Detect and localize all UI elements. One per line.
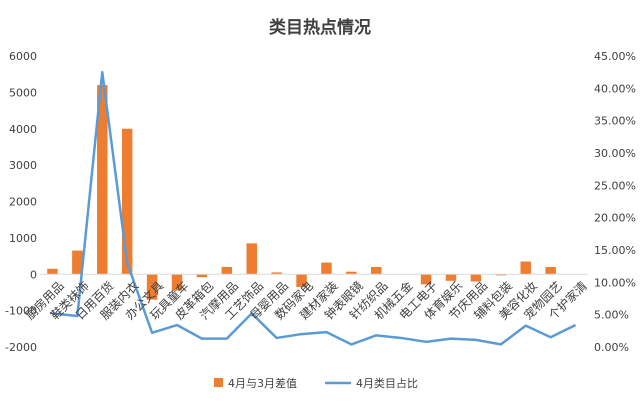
left-axis-ticks: -2000 -1000 0 1000 2000 3000 4000 5000 6000 (5, 50, 37, 354)
left-tick-label: 0 (30, 268, 37, 281)
category-labels: 厨房用品鞋类袜饰日用百货服装内衣办公文具玩具童车皮革箱包汽摩用品工艺饰品母婴用品… (22, 278, 590, 323)
right-axis-ticks: 0.00% 5.00% 10.00% 15.00% 20.00% 25.00% 30.00%… (594, 50, 636, 354)
right-tick-label: 20.00% (594, 212, 636, 225)
left-tick-label: 6000 (9, 50, 37, 63)
right-tick-label: 30.00% (594, 147, 636, 160)
bar (246, 243, 257, 275)
right-tick-label: 25.00% (594, 179, 636, 192)
bar (121, 128, 133, 275)
bar (445, 274, 457, 281)
bar-series (47, 85, 556, 300)
bar (321, 262, 332, 275)
bar (146, 274, 158, 300)
bar (371, 266, 382, 275)
bar (72, 250, 83, 275)
right-tick-label: 10.00% (594, 276, 636, 289)
bar (97, 85, 108, 275)
bar (346, 271, 357, 275)
left-tick-label: 1000 (9, 232, 37, 245)
bar (221, 266, 233, 275)
bar (47, 268, 58, 275)
right-tick-label: 0.00% (594, 341, 629, 354)
right-tick-label: 40.00% (594, 82, 636, 95)
line-series (52, 70, 577, 346)
left-tick-label: 2000 (9, 196, 37, 209)
bar (171, 274, 183, 291)
bar (296, 274, 307, 287)
left-tick-label: -2000 (5, 341, 37, 354)
bar (271, 272, 282, 275)
legend-label-bar: 4月与3月差值 (228, 376, 297, 390)
legend: 4月与3月差值 4月类目占比 (214, 376, 418, 390)
left-tick-label: -1000 (5, 305, 37, 318)
left-tick-label: 4000 (9, 123, 37, 136)
bar (420, 274, 432, 285)
bar (495, 274, 507, 276)
legend-label-line: 4月类目占比 (356, 376, 418, 390)
left-tick-label: 3000 (9, 159, 37, 172)
right-tick-label: 5.00% (594, 309, 629, 322)
bar (520, 261, 531, 275)
legend-swatch-bar (214, 378, 223, 387)
series-line (52, 70, 577, 346)
bar (545, 266, 556, 275)
right-tick-label: 45.00% (594, 50, 636, 63)
left-tick-label: 5000 (9, 86, 37, 99)
right-tick-label: 35.00% (594, 115, 636, 128)
bar (196, 274, 208, 278)
right-tick-label: 15.00% (594, 244, 636, 257)
bar (470, 274, 482, 282)
chart-title: 类目热点情况 (269, 17, 371, 38)
